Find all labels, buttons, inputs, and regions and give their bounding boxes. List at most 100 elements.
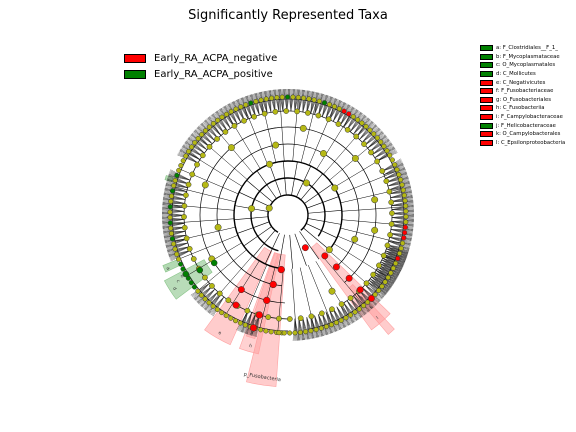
leaf-fan-line [346, 111, 361, 130]
sector-label-k: k [368, 304, 374, 310]
leaf-node [169, 236, 175, 242]
leaf-node [308, 328, 314, 334]
leaf-fan-line [356, 120, 372, 137]
leaf-fan-line [167, 242, 188, 252]
leaf-fan-line [333, 101, 343, 122]
leaf-fan-line [162, 211, 185, 213]
taxon-node [265, 204, 273, 212]
leaf-node [347, 312, 354, 318]
leaf-node [376, 287, 382, 294]
leaf-node [174, 251, 180, 257]
leaf-fan-line [211, 114, 228, 131]
leaf-fan-line [184, 142, 205, 154]
leaf-fan-line [383, 163, 404, 175]
taxon-node [286, 316, 293, 322]
leaf-fan-line [336, 102, 345, 124]
leaf-fan-line [302, 317, 309, 340]
leaf-node [202, 296, 208, 302]
taxon-node [181, 224, 188, 231]
branch-line [307, 218, 342, 225]
leaf-node [228, 315, 234, 321]
leaf-fan-line [370, 135, 387, 152]
leaf-fan-line [376, 268, 397, 279]
leaf-fan-line [390, 233, 413, 235]
leaf-fan-line [333, 100, 342, 122]
leaf-node [321, 100, 328, 106]
leaf-fan-line [215, 111, 231, 129]
leaf-fan-line [385, 250, 408, 257]
taxon-node-negative [249, 324, 258, 332]
branch-line [300, 102, 317, 163]
leaf-fan-line [374, 144, 393, 158]
leaf-fan-line [297, 89, 300, 112]
leaf-fan-line [302, 90, 308, 113]
leaf-fan-line [202, 122, 218, 139]
leaf-node [363, 123, 369, 130]
leaf-fan-line [181, 147, 201, 160]
leaf-node [210, 121, 216, 127]
leaf-node [168, 193, 175, 199]
leaf-node [331, 103, 338, 110]
leaf-fan-line [359, 290, 376, 306]
leaf-node [401, 192, 407, 198]
leaf-node [219, 114, 225, 120]
leaf-node [389, 157, 395, 163]
leaf-node [191, 284, 198, 290]
taxon-node-negative [345, 274, 353, 282]
leaf-fan-line [214, 112, 228, 131]
taxon-node [351, 154, 359, 162]
leaf-fan-line [389, 186, 411, 194]
leaf-fan-line [389, 185, 411, 194]
branch-line [234, 216, 269, 221]
leaf-fan-line [329, 99, 338, 120]
leaf-fan-line [333, 308, 345, 328]
leaf-fan-line [356, 293, 372, 310]
leaf-fan-line [187, 138, 205, 154]
taxon-node [344, 126, 351, 133]
leaf-node [388, 270, 394, 276]
taxon-node [388, 199, 395, 206]
leaf-fan-line [353, 116, 367, 135]
leaf-fan-line [379, 263, 400, 274]
leaf-fan-line [379, 263, 402, 271]
leaf-fan-line [192, 283, 210, 297]
taxon-node [328, 287, 336, 295]
leaf-fan-line [161, 211, 185, 215]
leaf-fan-line [162, 206, 185, 208]
leaf-fan-line [219, 109, 231, 129]
leaf-node [316, 98, 322, 104]
leaf-fan-line [223, 106, 234, 127]
leaf-fan-line [371, 276, 391, 289]
leaf-fan-line [336, 103, 348, 124]
leaf-fan-line [362, 287, 381, 301]
leaf-fan-line [302, 317, 307, 340]
taxon-node [325, 246, 333, 254]
leaf-fan-line [391, 207, 414, 210]
leaf-fan-line [203, 291, 219, 309]
taxon-node [186, 246, 193, 252]
level-ring [267, 194, 309, 233]
leaf-fan-line [384, 254, 405, 263]
leaf-fan-line [325, 97, 335, 119]
taxon-node [206, 143, 213, 150]
leaf-fan-line [164, 235, 187, 240]
sector-label-d: d [171, 286, 178, 292]
taxa-legend-item: k: O_Campylobacterales [480, 130, 565, 139]
taxa-legend-swatch [480, 131, 493, 138]
leaf-fan-line [367, 131, 383, 149]
leaf-node [356, 306, 362, 312]
leaf-fan-line [294, 89, 297, 112]
leaf-fan-line [370, 135, 386, 152]
taxon-node [335, 121, 342, 127]
leaf-fan-line [310, 91, 315, 114]
leaf-fan-line [371, 276, 390, 290]
leaf-node [338, 317, 344, 323]
taxon-node [371, 196, 379, 204]
taxa-legend-label: c: O_Mycoplasmatales [496, 62, 556, 69]
taxon-node [201, 181, 209, 189]
taxa-legend-item: h: C_Fusobacteriia [480, 104, 565, 113]
leaf-fan-line [350, 114, 364, 132]
taxon-node [368, 149, 374, 156]
leaf-fan-line [391, 202, 414, 206]
taxon-node [202, 274, 208, 281]
